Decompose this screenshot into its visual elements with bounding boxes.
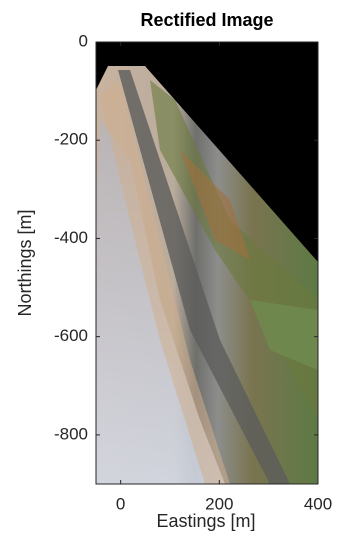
rectified-image [96,42,318,484]
y-axis-label: Northings [m] [15,209,35,316]
y-tick-label: 0 [79,31,88,50]
x-axis-label: Eastings [m] [156,511,255,531]
y-tick-label: -400 [54,228,88,247]
y-tick-label: -600 [54,326,88,345]
x-tick-label: 0 [116,494,125,513]
chart-title: Rectified Image [140,10,273,30]
x-tick-label: 200 [205,494,233,513]
y-tick-label: -200 [54,130,88,149]
x-tick-label: 400 [304,494,332,513]
page: Rectified Image Eastings [m] Northings [… [0,0,337,534]
chart: Rectified Image Eastings [m] Northings [… [0,0,337,534]
y-tick-label: -800 [54,424,88,443]
